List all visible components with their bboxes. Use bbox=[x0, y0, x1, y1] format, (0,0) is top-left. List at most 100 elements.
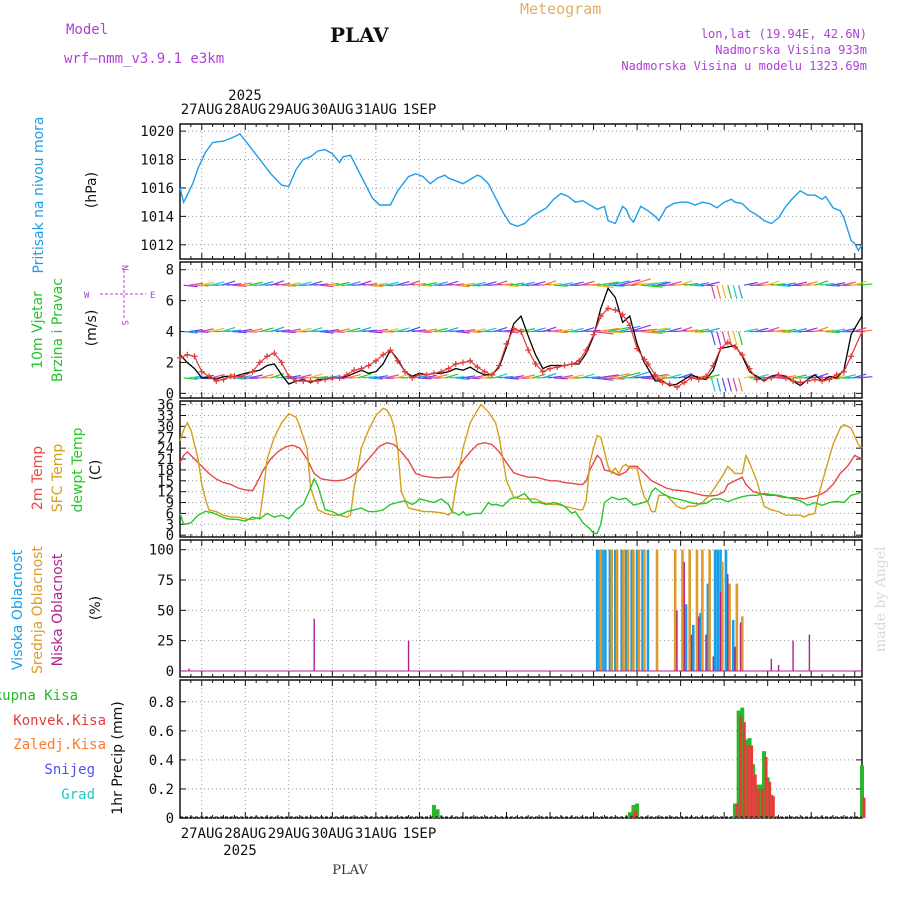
wind-arrow bbox=[471, 281, 486, 286]
wind-arrow bbox=[237, 375, 252, 379]
wind-arrow bbox=[422, 328, 437, 333]
wind-arrow bbox=[482, 281, 497, 286]
precip-bar bbox=[862, 797, 866, 818]
gust-marker bbox=[641, 356, 648, 363]
y-tick-label: 4 bbox=[166, 325, 174, 341]
wind-arrow bbox=[569, 374, 584, 379]
cloud-bar bbox=[735, 583, 739, 671]
wind-arrow bbox=[727, 331, 732, 346]
wind-arrow bbox=[270, 280, 285, 286]
gust-marker bbox=[739, 351, 746, 358]
wind-arrow bbox=[667, 373, 682, 379]
cloud-bar bbox=[727, 573, 729, 671]
wind-arrow bbox=[591, 377, 614, 381]
gust-marker bbox=[840, 368, 847, 375]
gust-marker bbox=[496, 362, 503, 369]
wind-arrow bbox=[373, 375, 389, 379]
y-tick-label: 15 bbox=[157, 474, 174, 490]
wind-title-2: Brzina i Pravac bbox=[50, 278, 66, 382]
gust-marker bbox=[619, 311, 626, 318]
wind-arrow bbox=[466, 377, 481, 380]
y-tick-label: 0 bbox=[166, 664, 174, 680]
wind-arrow bbox=[548, 282, 563, 286]
precip-bar bbox=[435, 809, 440, 818]
model-label: Model bbox=[66, 22, 108, 38]
gust-marker bbox=[605, 305, 612, 312]
gust-marker bbox=[518, 328, 524, 335]
gust-marker bbox=[590, 331, 597, 338]
mid-cloud-title: Srednja Oblacnost bbox=[30, 546, 46, 674]
wind-arrow bbox=[771, 283, 786, 286]
wind-arrow bbox=[705, 327, 720, 333]
wind-arrow bbox=[597, 327, 620, 333]
day-label-top: 27AUG bbox=[181, 102, 223, 118]
gust-marker bbox=[445, 365, 452, 372]
cloud-bar bbox=[740, 616, 744, 671]
y-tick-label: 0.4 bbox=[149, 753, 174, 769]
wind-arrow bbox=[586, 376, 601, 379]
wind-arrow bbox=[814, 280, 829, 286]
wind-arrow bbox=[346, 373, 361, 379]
cloud-bar bbox=[739, 622, 742, 671]
wind-arrow bbox=[776, 284, 791, 287]
wind-arrow bbox=[852, 327, 867, 333]
t2m-title: 2m Temp bbox=[30, 446, 46, 510]
gust-marker bbox=[452, 361, 459, 367]
gust-marker bbox=[782, 374, 789, 381]
wind-arrow bbox=[831, 328, 846, 333]
y-tick-label: 24 bbox=[157, 441, 174, 457]
cloud-bar bbox=[698, 616, 700, 671]
wind-arrow bbox=[319, 284, 334, 288]
gust-marker bbox=[753, 376, 760, 383]
gust-marker bbox=[220, 376, 227, 383]
cloud-bar bbox=[622, 549, 625, 671]
precip-bar bbox=[769, 794, 774, 818]
gust-marker bbox=[666, 381, 673, 388]
gust-marker bbox=[576, 357, 583, 364]
gust-marker bbox=[652, 371, 659, 378]
wind-arrow bbox=[684, 329, 699, 333]
precip-bar bbox=[760, 788, 764, 818]
gust-marker bbox=[394, 357, 401, 364]
precip-bar bbox=[746, 745, 750, 818]
cloud-bar bbox=[407, 640, 410, 671]
wind-arrow bbox=[346, 281, 361, 286]
wind-arrow bbox=[569, 327, 584, 333]
wind-arrow bbox=[330, 284, 345, 287]
y-tick-label: 2 bbox=[166, 355, 174, 371]
gust-marker bbox=[387, 347, 394, 354]
wind-arrow bbox=[727, 285, 732, 299]
wind-arrow bbox=[569, 281, 584, 286]
gust-marker bbox=[285, 373, 292, 380]
precip-bar bbox=[765, 777, 770, 818]
day-label-bottom: 30AUG bbox=[311, 826, 353, 842]
wind-arrow bbox=[444, 280, 459, 286]
cloud-unit: (%) bbox=[88, 596, 104, 620]
cloud-bar bbox=[719, 592, 722, 671]
wind-arrow bbox=[450, 376, 465, 379]
panel-5: 0 0.2 0.4 0.6 0.8 bbox=[149, 679, 866, 827]
wind-arrow bbox=[319, 330, 334, 334]
wind-arrow bbox=[635, 282, 658, 286]
cloud-bar bbox=[716, 549, 720, 671]
wind-arrow bbox=[820, 282, 835, 286]
cloud-bar bbox=[708, 549, 711, 671]
wind-arrow bbox=[754, 281, 769, 286]
gust-marker bbox=[278, 359, 285, 366]
wind-arrow bbox=[417, 330, 432, 334]
gust-marker bbox=[488, 371, 495, 378]
wind-arrow bbox=[286, 282, 301, 286]
wind-arrow bbox=[678, 280, 693, 286]
gust-marker bbox=[561, 362, 568, 369]
wind-arrow bbox=[716, 331, 722, 346]
temp-unit: (C) bbox=[88, 460, 104, 481]
gust-marker bbox=[184, 351, 191, 358]
precip-bar bbox=[736, 710, 741, 818]
gust-marker bbox=[474, 364, 481, 371]
gust-marker bbox=[314, 378, 321, 384]
series-line-mslp bbox=[179, 133, 863, 252]
wind-arrow bbox=[183, 284, 198, 288]
wind-arrow bbox=[325, 282, 340, 286]
cloud-bar bbox=[705, 634, 707, 671]
wind-arrow bbox=[232, 330, 247, 334]
